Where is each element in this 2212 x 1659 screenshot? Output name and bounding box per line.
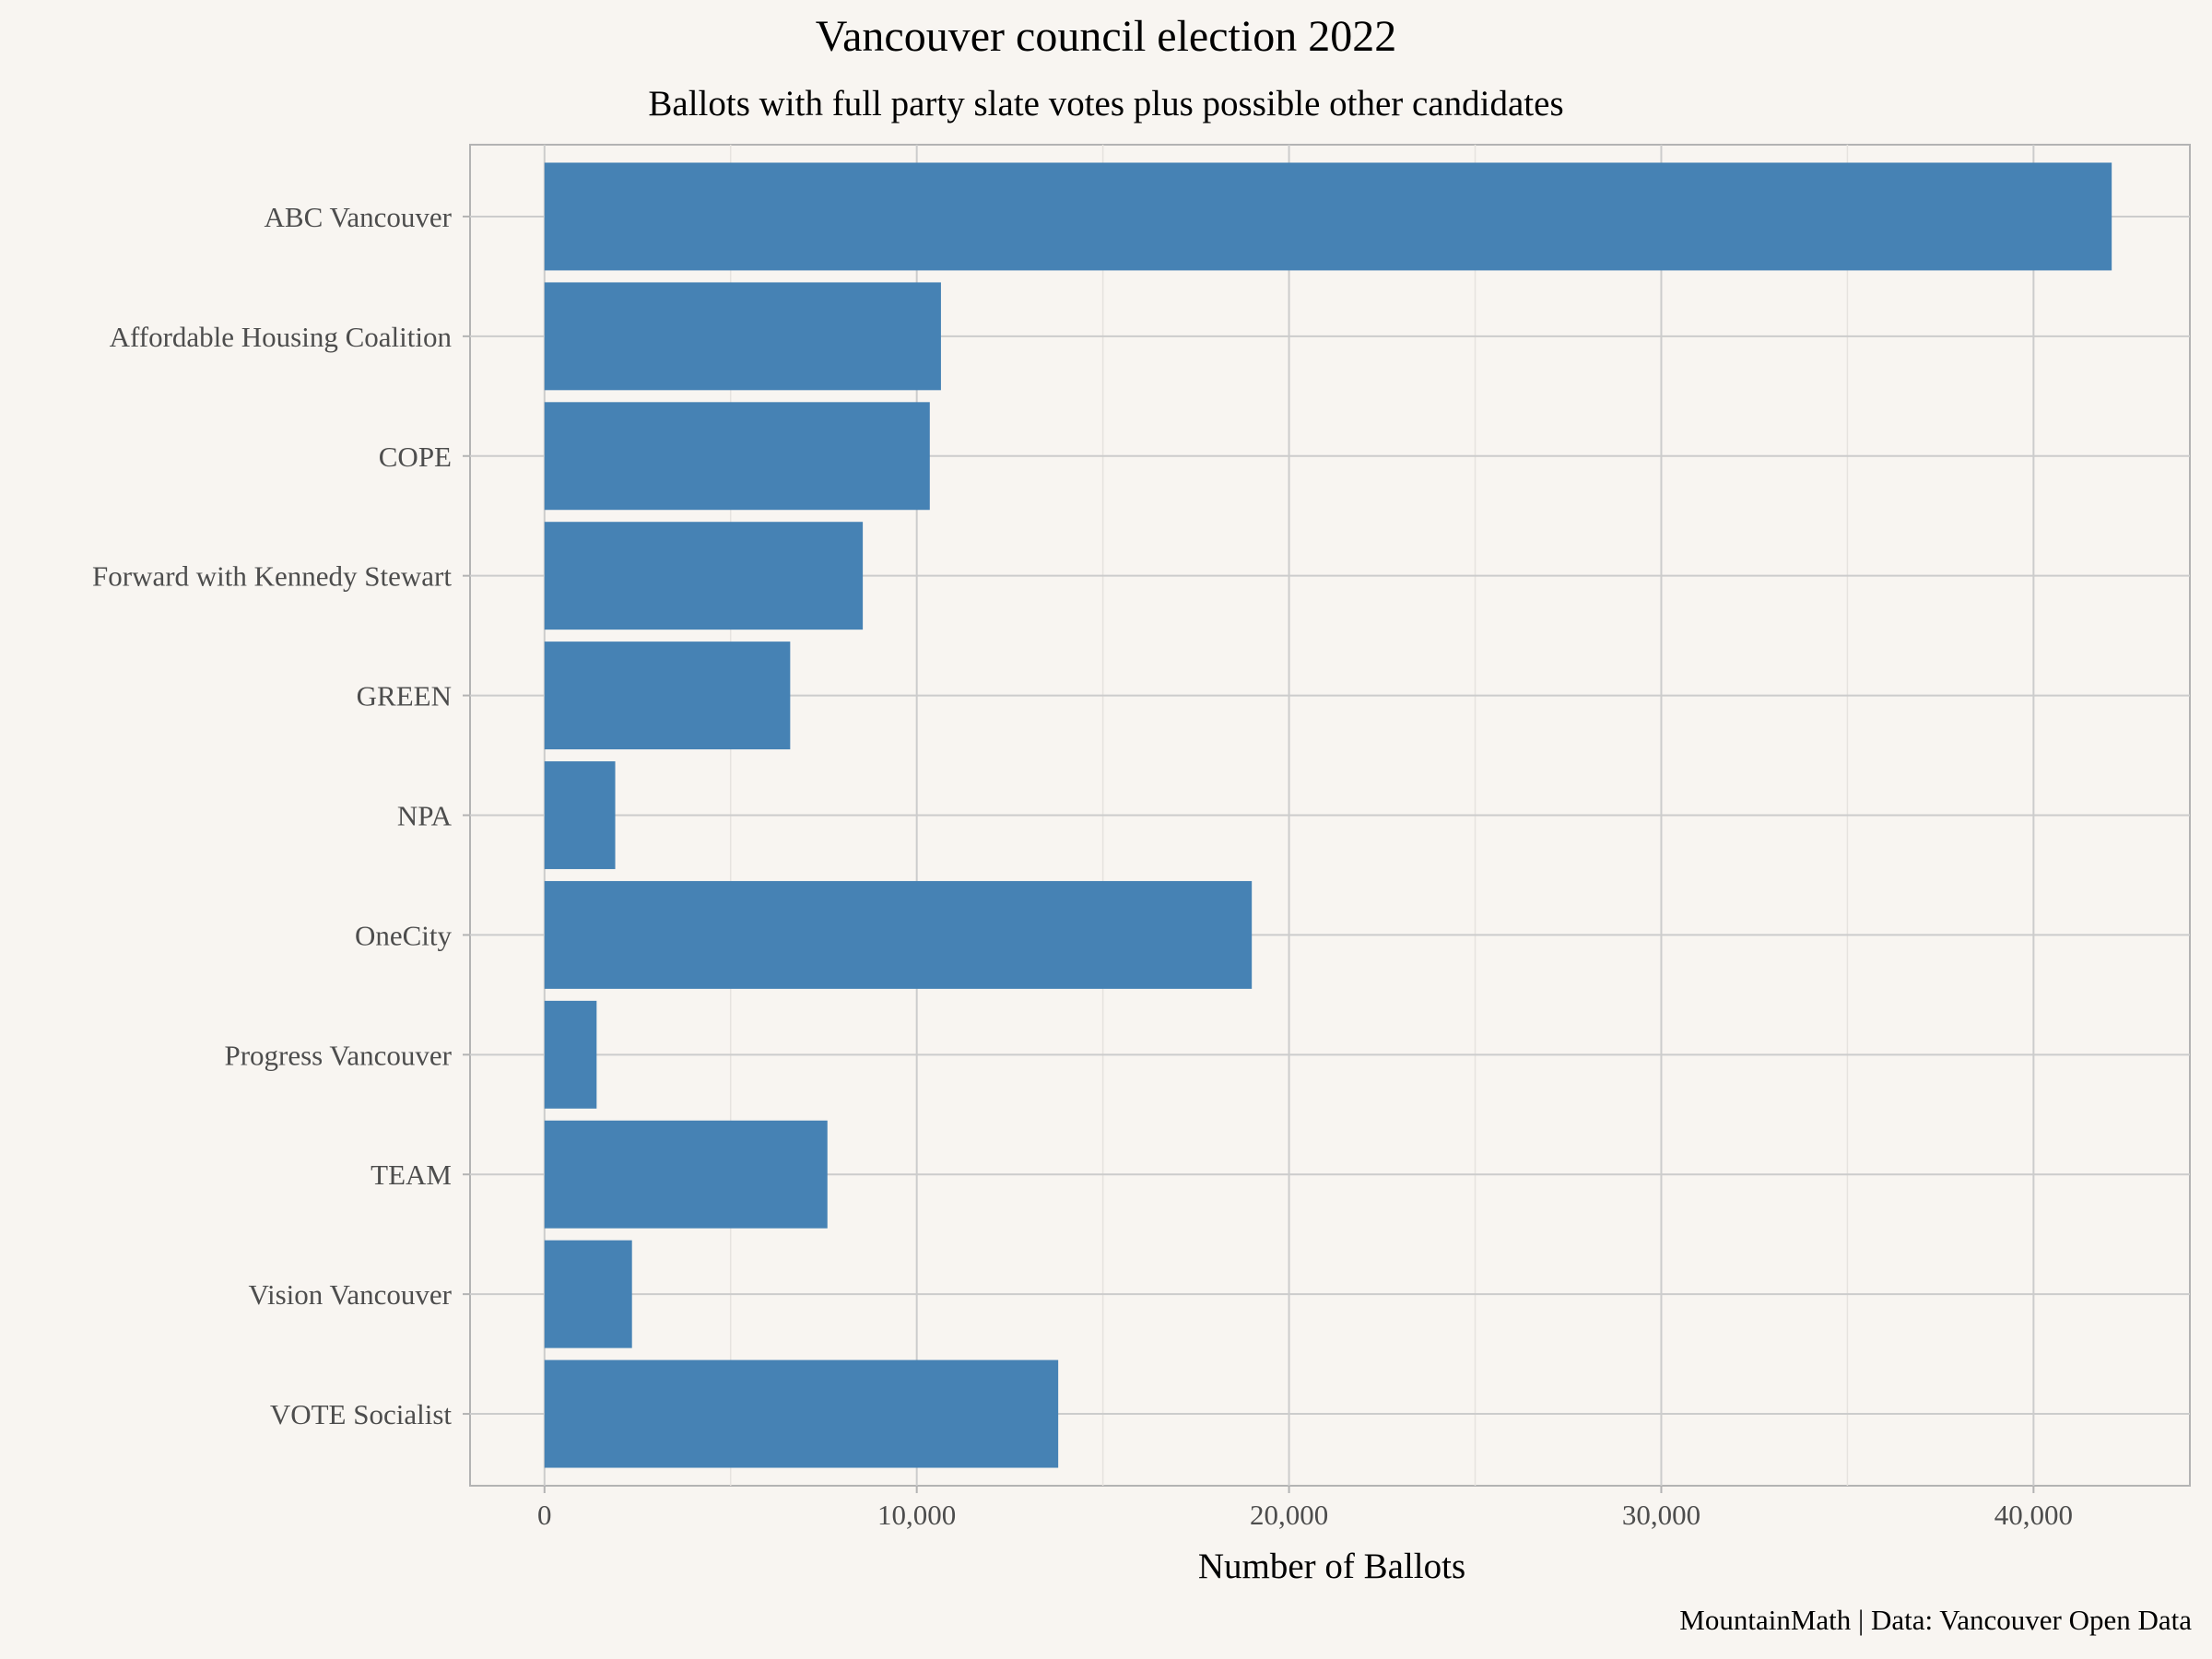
chart-subtitle: Ballots with full party slate votes plus… [648, 84, 1563, 124]
x-tick-label: 0 [537, 1499, 552, 1531]
x-tick-label: 30,000 [1622, 1499, 1700, 1531]
bar-team [544, 1120, 828, 1229]
bar-affordable-housing-coalition [544, 282, 941, 391]
bar-vote-socialist [544, 1359, 1059, 1468]
y-tick-label: VOTE Socialist [270, 1398, 453, 1430]
x-tick-label: 10,000 [877, 1499, 956, 1531]
y-tick-label: NPA [397, 800, 453, 832]
bar-forward-with-kennedy-stewart [544, 522, 864, 630]
bar-npa [544, 761, 616, 869]
x-tick-label: 20,000 [1250, 1499, 1328, 1531]
y-tick-label: Vision Vancouver [248, 1278, 452, 1311]
y-tick-label: OneCity [355, 919, 453, 951]
chart-title: Vancouver council election 2022 [816, 12, 1396, 61]
bar-green [544, 641, 791, 750]
bar-cope [544, 402, 930, 511]
y-tick-label: Progress Vancouver [224, 1039, 452, 1071]
bar-progress-vancouver [544, 1000, 597, 1109]
x-axis-label: Number of Ballots [1198, 1547, 1465, 1586]
bar-abc-vancouver [544, 162, 2112, 271]
bar-vision-vancouver [544, 1240, 632, 1348]
bars [544, 162, 2112, 1468]
y-tick-label: COPE [379, 441, 452, 473]
y-tick-label: Forward with Kennedy Stewart [92, 560, 452, 593]
y-tick-label: Affordable Housing Coalition [110, 321, 453, 353]
x-axis-tick-labels: 0 10,000 20,000 30,000 40,000 [537, 1486, 2073, 1531]
y-tick-label: TEAM [371, 1159, 452, 1191]
x-tick-label: 40,000 [1994, 1499, 2073, 1531]
bar-onecity [544, 880, 1253, 989]
y-axis-tick-labels: ABC Vancouver Affordable Housing Coalitio… [92, 201, 470, 1430]
plot-area [469, 144, 2191, 1487]
y-tick-label: ABC Vancouver [265, 201, 453, 233]
chart-caption: MountainMath | Data: Vancouver Open Data [1679, 1604, 2192, 1636]
y-tick-label: GREEN [357, 680, 452, 712]
